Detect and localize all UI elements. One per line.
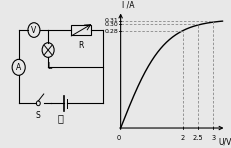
- Text: 2.5: 2.5: [192, 135, 202, 141]
- Text: 0.30: 0.30: [104, 22, 118, 27]
- Text: 0.28: 0.28: [104, 29, 118, 34]
- Text: S: S: [36, 111, 40, 120]
- Text: U/V: U/V: [218, 138, 231, 147]
- Text: R: R: [78, 41, 83, 50]
- Text: 3: 3: [210, 135, 215, 141]
- Text: 0: 0: [116, 135, 121, 141]
- Text: 2: 2: [180, 135, 184, 141]
- Text: A: A: [16, 63, 21, 72]
- Text: I /A: I /A: [121, 1, 134, 10]
- Text: 甲: 甲: [57, 113, 63, 123]
- Text: V: V: [31, 26, 36, 34]
- Bar: [71, 25, 90, 35]
- Text: L: L: [47, 62, 51, 71]
- Text: 0.31: 0.31: [104, 18, 118, 24]
